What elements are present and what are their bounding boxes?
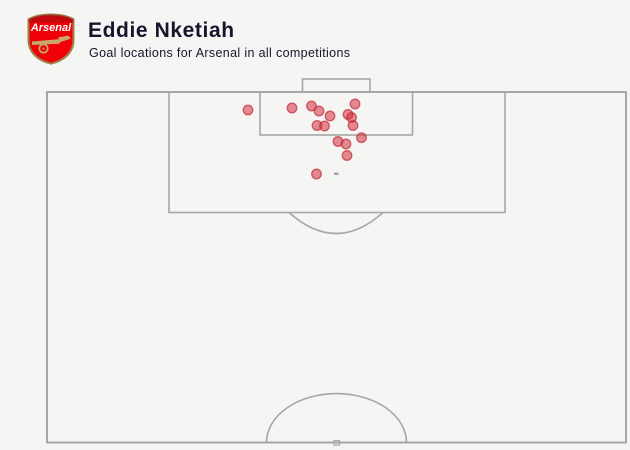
goal-location-marker: [356, 132, 367, 144]
goal-location-marker: [242, 104, 254, 116]
header: Arsenal Eddie Nketiah Goal locations for…: [0, 0, 630, 70]
penalty-arc: [288, 211, 384, 235]
goal-location-marker: [349, 98, 361, 110]
goal-location-marker: [313, 105, 325, 117]
goal-location-marker: [306, 100, 317, 112]
page-subtitle: Goal locations for Arsenal in all compet…: [89, 46, 351, 61]
penalty-spot: [334, 172, 339, 175]
goal-location-marker: [341, 150, 353, 161]
page-title: Eddie Nketiah: [88, 19, 235, 42]
crest-cannon-icon: [32, 35, 71, 54]
goal-location-marker: [286, 102, 298, 114]
goal-frame: [301, 78, 371, 93]
goal-location-marker: [319, 120, 330, 132]
goal-location-marker: [347, 120, 359, 131]
center-circle-arc: [265, 392, 408, 443]
goal-location-marker: [340, 138, 352, 150]
crest-top-band: [28, 14, 74, 23]
penalty-area-box: [168, 91, 506, 214]
goal-location-marker: [324, 110, 336, 122]
title-block: Eddie Nketiah Goal locations for Arsenal…: [88, 19, 351, 61]
center-spot-marker: [333, 439, 341, 446]
goal-location-marker: [311, 168, 322, 180]
crest-club-name: Arsenal: [30, 22, 72, 34]
arsenal-crest-logo: Arsenal: [27, 13, 75, 65]
six-yard-box: [259, 91, 414, 136]
